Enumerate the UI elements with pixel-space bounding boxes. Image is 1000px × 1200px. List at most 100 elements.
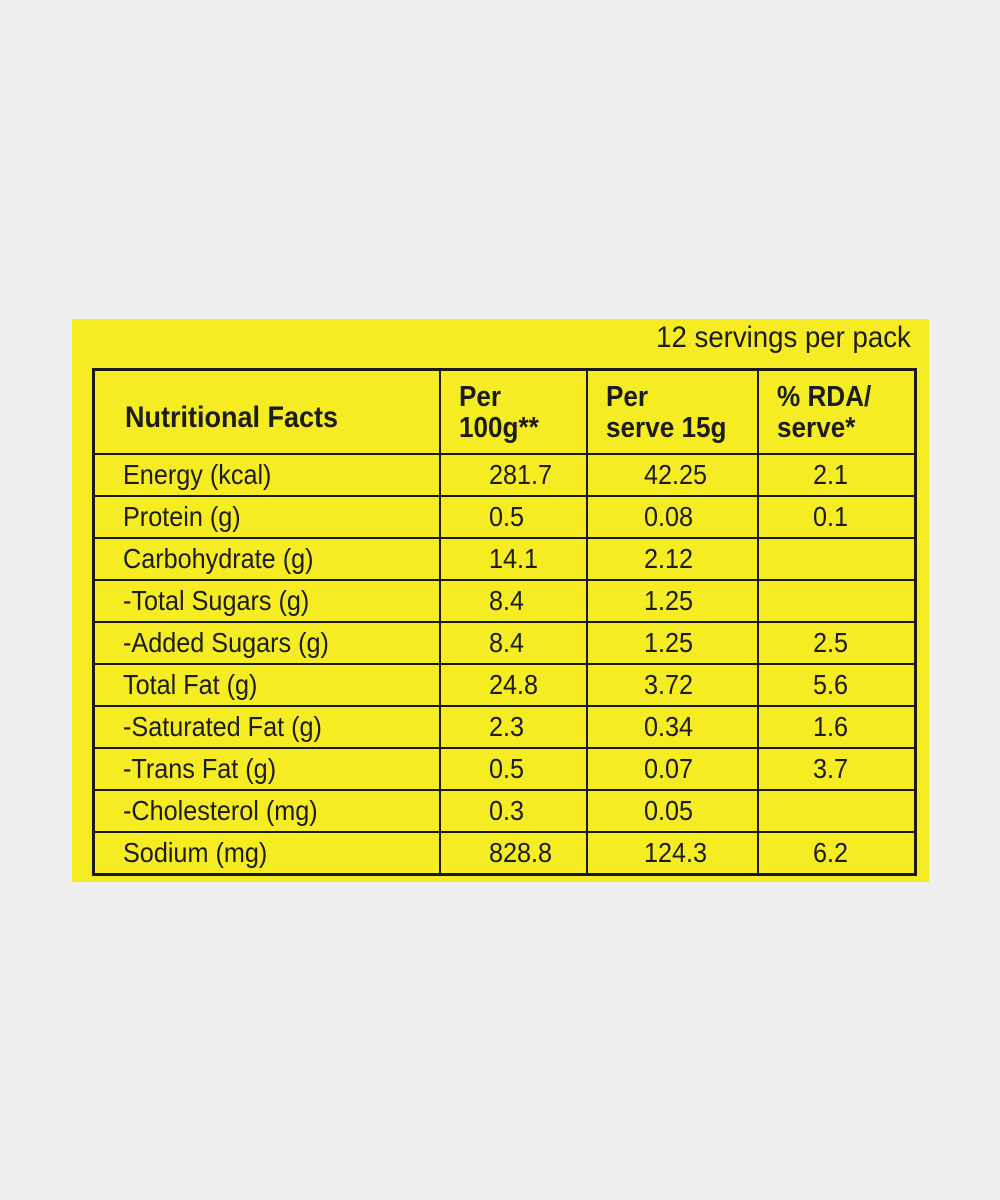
value-rda: 6.2	[756, 831, 917, 876]
nutrient-name: -Saturated Fat (g)	[92, 705, 441, 749]
value-rda-text: 0.1	[812, 501, 848, 532]
value-per-serve: 1.25	[585, 621, 759, 665]
nutrient-name: -Total Sugars (g)	[92, 579, 441, 623]
table-row: Energy (kcal) 281.7 42.25 2.1	[92, 453, 917, 497]
nutrient-name-text: Energy (kcal)	[123, 459, 272, 490]
nutrition-facts-table: Nutritional Facts Per 100g** Per serve 1…	[92, 368, 917, 876]
value-rda: 0.1	[756, 495, 917, 539]
table-row: -Saturated Fat (g) 2.3 0.34 1.6	[92, 705, 917, 749]
value-per-serve: 0.08	[585, 495, 759, 539]
value-per-serve-text: 0.05	[643, 795, 693, 826]
value-per-100g-text: 24.8	[488, 669, 538, 700]
value-per-serve-text: 1.25	[643, 627, 693, 658]
value-rda: 5.6	[756, 663, 917, 707]
value-rda	[756, 579, 917, 623]
value-per-100g-text: 0.5	[488, 501, 524, 532]
value-per-serve: 42.25	[585, 453, 759, 497]
column-header-rda: % RDA/ serve*	[756, 368, 917, 455]
value-per-serve-text: 3.72	[643, 669, 693, 700]
value-per-100g-text: 828.8	[488, 837, 552, 868]
table-row: -Cholesterol (mg) 0.3 0.05	[92, 789, 917, 833]
nutrient-name-text: -Cholesterol (mg)	[123, 795, 318, 826]
table-row: -Trans Fat (g) 0.5 0.07 3.7	[92, 747, 917, 791]
value-rda: 2.1	[756, 453, 917, 497]
nutrition-label-panel: 12 servings per pack Nutritional Facts P…	[72, 319, 929, 882]
column-header-rda-line2: serve*	[776, 412, 855, 444]
value-per-100g-text: 281.7	[488, 459, 552, 490]
value-per-100g: 8.4	[438, 621, 588, 665]
nutrient-name: Energy (kcal)	[92, 453, 441, 497]
value-rda	[756, 789, 917, 833]
value-per-serve-text: 0.08	[643, 501, 693, 532]
value-per-100g-text: 0.5	[488, 753, 524, 784]
value-per-100g-text: 2.3	[488, 711, 524, 742]
value-rda-text: 2.1	[812, 459, 848, 490]
value-rda	[756, 537, 917, 581]
value-per-100g-text: 0.3	[488, 795, 524, 826]
value-rda: 1.6	[756, 705, 917, 749]
table-row: -Total Sugars (g) 8.4 1.25	[92, 579, 917, 623]
column-header-rda-line1: % RDA/	[776, 381, 871, 413]
value-per-100g: 2.3	[438, 705, 588, 749]
column-header-per-100g: Per 100g**	[438, 368, 588, 455]
value-per-100g: 14.1	[438, 537, 588, 581]
value-rda-text: 1.6	[812, 711, 848, 742]
table-row: -Added Sugars (g) 8.4 1.25 2.5	[92, 621, 917, 665]
value-rda-text: 3.7	[812, 753, 848, 784]
value-rda-text: 6.2	[812, 837, 848, 868]
nutrient-name: -Added Sugars (g)	[92, 621, 441, 665]
value-per-serve-text: 0.34	[643, 711, 693, 742]
value-per-serve-text: 42.25	[643, 459, 707, 490]
nutrient-name: Sodium (mg)	[92, 831, 441, 876]
value-per-serve-text: 1.25	[643, 585, 693, 616]
value-rda-text: 2.5	[812, 627, 848, 658]
table-title-text: Nutritional Facts	[125, 400, 339, 434]
value-per-100g: 828.8	[438, 831, 588, 876]
nutrient-name: Protein (g)	[92, 495, 441, 539]
value-per-serve: 0.05	[585, 789, 759, 833]
value-rda: 2.5	[756, 621, 917, 665]
table-row: Total Fat (g) 24.8 3.72 5.6	[92, 663, 917, 707]
nutrient-name-text: Sodium (mg)	[123, 837, 268, 868]
value-per-100g: 0.3	[438, 789, 588, 833]
value-per-100g-text: 8.4	[488, 627, 524, 658]
nutrient-name: -Cholesterol (mg)	[92, 789, 441, 833]
nutrient-name: Carbohydrate (g)	[92, 537, 441, 581]
value-per-100g: 8.4	[438, 579, 588, 623]
nutrient-name: Total Fat (g)	[92, 663, 441, 707]
table-header-row: Nutritional Facts Per 100g** Per serve 1…	[92, 368, 917, 455]
value-per-serve-text: 0.07	[643, 753, 693, 784]
value-per-serve: 3.72	[585, 663, 759, 707]
table-row: Protein (g) 0.5 0.08 0.1	[92, 495, 917, 539]
nutrient-name: -Trans Fat (g)	[92, 747, 441, 791]
column-header-per-serve-line2: serve 15g	[605, 412, 726, 444]
nutrient-name-text: Protein (g)	[123, 501, 241, 532]
value-per-100g: 0.5	[438, 747, 588, 791]
column-header-per-serve-line1: Per	[605, 381, 648, 413]
nutrient-name-text: Carbohydrate (g)	[123, 543, 314, 574]
value-per-100g-text: 14.1	[488, 543, 538, 574]
value-per-100g: 24.8	[438, 663, 588, 707]
column-header-per-100g-line1: Per	[458, 381, 501, 413]
column-header-per-100g-line2: 100g**	[458, 412, 539, 444]
table-title: Nutritional Facts	[92, 368, 441, 455]
value-per-100g: 0.5	[438, 495, 588, 539]
nutrient-name-text: -Added Sugars (g)	[123, 627, 329, 658]
table-row: Sodium (mg) 828.8 124.3 6.2	[92, 831, 917, 876]
value-rda-text: 5.6	[812, 669, 848, 700]
value-per-serve-text: 2.12	[643, 543, 693, 574]
value-per-100g: 281.7	[438, 453, 588, 497]
value-per-serve-text: 124.3	[643, 837, 707, 868]
column-header-per-serve: Per serve 15g	[585, 368, 759, 455]
value-per-serve: 2.12	[585, 537, 759, 581]
nutrient-name-text: Total Fat (g)	[123, 669, 258, 700]
value-per-serve: 0.07	[585, 747, 759, 791]
nutrient-name-text: -Total Sugars (g)	[123, 585, 310, 616]
value-per-serve: 0.34	[585, 705, 759, 749]
value-per-serve: 124.3	[585, 831, 759, 876]
value-per-serve: 1.25	[585, 579, 759, 623]
value-rda: 3.7	[756, 747, 917, 791]
table-row: Carbohydrate (g) 14.1 2.12	[92, 537, 917, 581]
nutrient-name-text: -Saturated Fat (g)	[123, 711, 322, 742]
nutrient-name-text: -Trans Fat (g)	[123, 753, 277, 784]
